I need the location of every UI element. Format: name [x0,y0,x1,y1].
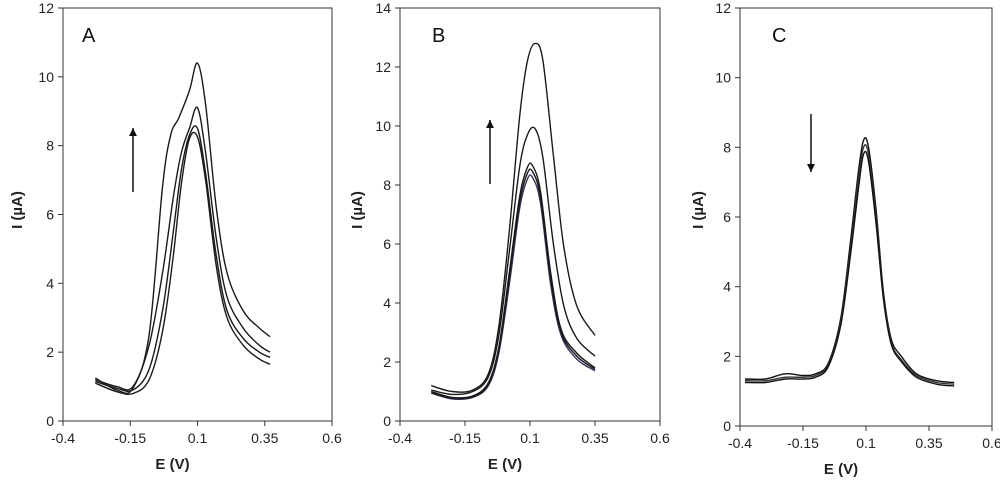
y-tick-label: 0 [383,413,391,429]
panel-label: C [772,25,786,47]
x-tick-label: 0.6 [982,435,1000,451]
series-line-4 [431,126,596,396]
series-line-1 [95,131,271,396]
x-axis-label: E (V) [824,461,858,478]
arrow-down-icon [807,114,815,172]
chart-panel-a: -0.4 -0.15 0.1 0.35 0.6 0 2 4 6 8 10 12 E (V) I (µA) A [9,0,342,473]
y-axis-label: I (µA) [690,191,707,229]
y-axis-label: I (µA) [349,191,366,229]
x-tick-label: 0.6 [322,430,342,446]
series-line-1 [744,137,955,384]
series-line-3 [744,150,955,387]
panel-label: A [82,25,96,47]
x-tick-label: 0.1 [856,435,876,451]
y-tick-label: 8 [383,177,391,193]
chart-panel-b: -0.4 -0.15 0.1 0.35 0.6 0 2 4 6 8 10 12 14 E (V) I (µA… [349,0,670,473]
x-tick-label: 0.1 [188,430,208,446]
plot-frame [399,7,661,422]
y-tick-label: 2 [46,344,54,360]
x-tick-label: 0.1 [520,430,540,446]
series-line-3 [430,162,596,399]
x-tick-label: 0.35 [251,430,278,446]
y-tick-label: 0 [46,413,54,429]
y-tick-label: 2 [383,354,391,370]
y-tick-label: 12 [375,59,391,75]
arrow-up-icon [486,120,494,184]
x-tick-label: 0.6 [650,430,670,446]
arrow-up-icon [129,128,137,192]
y-tick-label: 6 [383,236,391,252]
y-tick-label: 6 [46,207,54,223]
y-tick-label: 8 [46,138,54,154]
x-tick-label: -0.4 [51,430,75,446]
x-tick-label: 0.35 [915,435,942,451]
series-line-1 [431,174,596,401]
series-line-3 [95,106,271,391]
series-line-5 [430,42,596,393]
y-tick-label: 10 [715,70,731,86]
x-tick-label: -0.4 [388,430,412,446]
y-tick-label: 12 [715,0,731,16]
x-tick-label: -0.15 [449,430,481,446]
y-axis-label: I (µA) [9,191,26,229]
y-tick-label: 4 [46,275,54,291]
panel-label: B [432,25,445,47]
y-tick-label: 4 [723,279,731,295]
series-line-2 [431,168,596,400]
x-axis-label: E (V) [488,456,522,473]
x-tick-label: 0.35 [581,430,608,446]
plot-frame [62,7,333,422]
y-tick-label: 6 [723,209,731,225]
chart-panel-c: -0.4 -0.15 0.1 0.35 0.6 0 2 4 6 8 10 12 E (V) I (µA) C [690,0,1000,478]
y-tick-label: 4 [383,295,391,311]
y-tick-label: 2 [723,348,731,364]
y-tick-label: 0 [723,418,731,434]
y-tick-label: 8 [723,139,731,155]
y-tick-label: 14 [375,0,391,16]
x-tick-label: -0.15 [787,435,819,451]
x-tick-label: -0.4 [728,435,752,451]
y-tick-label: 10 [38,69,54,85]
y-tick-label: 10 [375,118,391,134]
series-line-4 [94,62,271,395]
series-line-2 [744,143,955,385]
plot-frame [739,7,993,427]
series-line-2 [95,125,271,392]
y-tick-label: 12 [38,0,54,16]
x-tick-label: -0.15 [114,430,146,446]
x-axis-label: E (V) [155,456,189,473]
